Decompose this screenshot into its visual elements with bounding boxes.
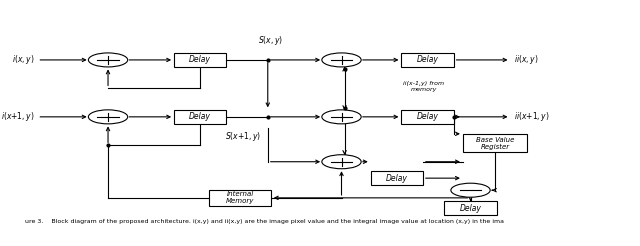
Text: $i(x,y)$: $i(x,y)$ [12,53,35,66]
Text: ure 3.    Block diagram of the proposed architecture. i(x,y) and ii(x,y) are the: ure 3. Block diagram of the proposed arc… [25,219,504,224]
Text: Delay: Delay [417,112,438,121]
Text: Delay: Delay [189,112,211,121]
Bar [174,53,227,67]
Text: Delay: Delay [386,174,408,183]
Text: $S(x,y)$: $S(x,y)$ [259,34,284,47]
Circle shape [322,53,361,67]
Text: ii(x-1,y) from
memory: ii(x-1,y) from memory [403,81,444,92]
Circle shape [322,110,361,124]
Text: $ii(x{+}1,y)$: $ii(x{+}1,y)$ [513,110,549,123]
Text: Internal
Memory: Internal Memory [226,191,254,204]
Bar [209,190,271,206]
Bar [401,110,454,124]
Bar [463,134,527,153]
Text: $i(x{+}1,y)$: $i(x{+}1,y)$ [1,110,35,123]
Bar [174,110,227,124]
Text: $ii(x,y)$: $ii(x,y)$ [513,53,538,66]
Text: Delay: Delay [189,55,211,64]
Text: $S(x{+}1,y)$: $S(x{+}1,y)$ [225,130,261,143]
Text: Base Value
Register: Base Value Register [476,137,515,150]
Bar [371,171,423,185]
Text: Delay: Delay [417,55,438,64]
Bar [401,53,454,67]
Bar [444,201,497,215]
Circle shape [322,155,361,169]
Text: Delay: Delay [460,204,481,213]
Circle shape [88,53,128,67]
Circle shape [88,110,128,124]
Circle shape [451,183,490,197]
